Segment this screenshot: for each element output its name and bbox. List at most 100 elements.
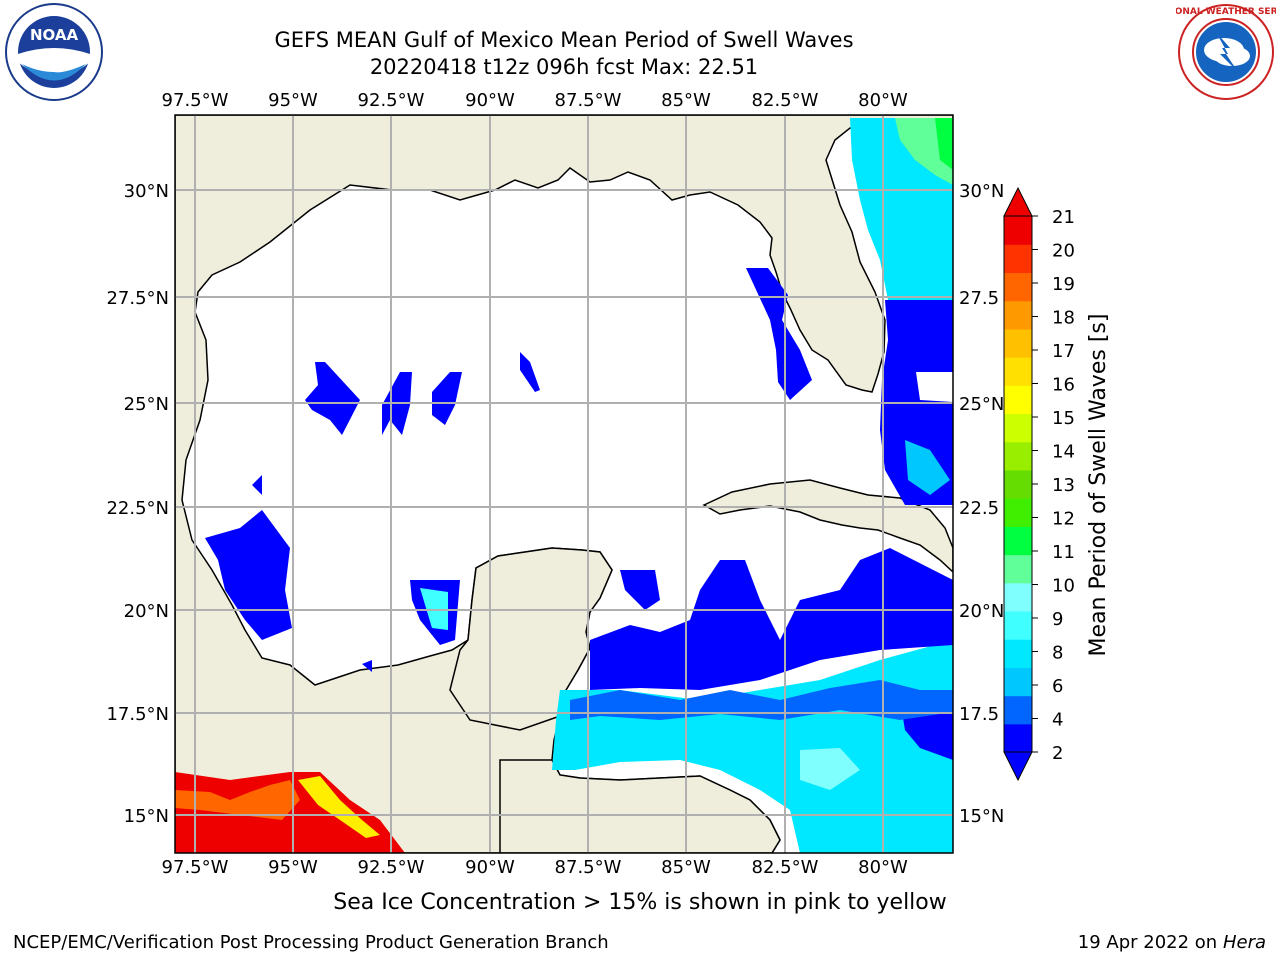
map-gridlines xyxy=(175,115,953,853)
colorbar-tick-label: 17 xyxy=(1052,341,1075,362)
colorbar-min-extend xyxy=(1003,751,1033,782)
atlantic-bright-green xyxy=(935,118,953,170)
colorbar-swatch xyxy=(1004,300,1032,330)
colorbar-label: Mean Period of Swell Waves [s] xyxy=(1086,314,1111,657)
colorbar-tick-label: 14 xyxy=(1052,442,1075,463)
pacific-orange-region xyxy=(175,780,300,820)
lat-label-right: 17.5 xyxy=(959,704,999,725)
colorbar-swatch xyxy=(1004,385,1032,415)
lon-label-top: 95°W xyxy=(268,90,318,111)
pacific-yellow-region xyxy=(298,776,380,838)
gulf-patch-small-1 xyxy=(252,475,262,495)
colorbar-tick-label: 10 xyxy=(1052,576,1075,597)
footer-credit: NCEP/EMC/Verification Post Processing Pr… xyxy=(13,932,609,953)
colorbar-swatch xyxy=(1004,667,1032,697)
colorbar-tick-label: 18 xyxy=(1052,308,1075,329)
colorbar-swatch xyxy=(1004,723,1032,753)
gulf-patch-west xyxy=(205,510,292,640)
map-axis-labels: 97.5°W 97.5°W 95°W 95°W 92.5°W 92.5°W 90°W 90°W… xyxy=(106,90,1004,878)
colorbar-swatch xyxy=(1004,328,1032,358)
lat-label-left: 20°N xyxy=(124,601,169,622)
colorbar-tick-label: 11 xyxy=(1052,542,1075,563)
colorbar-tick-label: 13 xyxy=(1052,475,1075,496)
colorbar: 21 20 19 18 17 16 15 14 13 12 11 10 9 8 6 4 2 xyxy=(1003,186,1075,782)
colorbar-tick-label: 16 xyxy=(1052,375,1075,396)
pacific-red-region xyxy=(175,772,405,853)
gulf-patch-central-1 xyxy=(305,362,360,435)
colorbar-swatch xyxy=(1004,413,1032,443)
lon-label-bottom: 97.5°W xyxy=(162,857,229,878)
nws-logo: NATIONAL WEATHER SERVICE xyxy=(1176,4,1276,100)
lon-label-top: 87.5°W xyxy=(555,90,622,111)
lat-label-left: 22.5°N xyxy=(106,498,169,519)
lat-label-right: 30°N xyxy=(959,181,1004,202)
colorbar-swatch xyxy=(1004,357,1032,386)
lat-label-left: 27.5°N xyxy=(106,288,169,309)
lon-label-top: 82.5°W xyxy=(752,90,819,111)
lon-label-bottom: 80°W xyxy=(858,857,908,878)
lon-label-bottom: 87.5°W xyxy=(555,857,622,878)
lon-label-bottom: 95°W xyxy=(268,857,318,878)
colorbar-swatch xyxy=(1004,216,1032,245)
lon-label-bottom: 92.5°W xyxy=(358,857,425,878)
atlantic-cyan-inner xyxy=(905,440,950,495)
colorbar-max-extend xyxy=(1003,186,1033,217)
lon-label-bottom: 90°W xyxy=(465,857,515,878)
lat-label-right: 25°N xyxy=(959,394,1004,415)
colorbar-swatch xyxy=(1004,469,1032,499)
atlantic-white-gap xyxy=(916,372,953,402)
colorbar-tick-label: 21 xyxy=(1052,207,1075,228)
lat-label-left: 17.5°N xyxy=(106,704,169,725)
colorbar-tick-label: 20 xyxy=(1052,241,1075,262)
footer-date: 19 Apr 2022 on Hera xyxy=(1078,932,1266,953)
lat-label-right: 27.5 xyxy=(959,288,999,309)
nws-logo-text: NATIONAL WEATHER SERVICE xyxy=(1176,7,1276,17)
lat-label-right: 20°N xyxy=(959,601,1004,622)
lat-label-left: 15°N xyxy=(124,806,169,827)
colorbar-swatch xyxy=(1004,526,1032,556)
colorbar-swatch xyxy=(1004,610,1032,640)
chart-title: GEFS MEAN Gulf of Mexico Mean Period of … xyxy=(274,28,854,52)
lat-label-left: 25°N xyxy=(124,394,169,415)
sea-ice-note: Sea Ice Concentration > 15% is shown in … xyxy=(333,890,947,915)
colorbar-swatch xyxy=(1004,582,1032,612)
colorbar-swatch xyxy=(1004,639,1032,668)
colorbar-tick-label: 12 xyxy=(1052,509,1075,530)
lat-label-left: 30°N xyxy=(124,181,169,202)
lon-label-top: 90°W xyxy=(465,90,515,111)
lon-label-bottom: 82.5°W xyxy=(752,857,819,878)
gulf-patch-florida-west xyxy=(746,268,812,400)
lon-label-top: 97.5°W xyxy=(162,90,229,111)
colorbar-swatch xyxy=(1004,441,1032,471)
caribbean-mid-blue-band xyxy=(570,680,953,720)
colorbar-swatch xyxy=(1004,695,1032,725)
land-central-america xyxy=(499,759,781,853)
map-figure: 97.5°W 97.5°W 95°W 95°W 92.5°W 92.5°W 90°W 90°W… xyxy=(106,90,1111,878)
map-plot-area xyxy=(175,115,953,853)
colorbar-swatch xyxy=(1004,244,1032,274)
colorbar-swatch xyxy=(1004,554,1032,584)
colorbar-tick-label: 4 xyxy=(1052,710,1063,731)
lat-label-right: 15°N xyxy=(959,806,1004,827)
lon-label-top: 92.5°W xyxy=(358,90,425,111)
colorbar-tick-label: 19 xyxy=(1052,274,1075,295)
lon-label-top: 85°W xyxy=(661,90,711,111)
footer-date-text: 19 Apr 2022 on xyxy=(1077,932,1223,953)
gulf-patch-central-3 xyxy=(432,372,462,425)
colorbar-tick-label: 15 xyxy=(1052,408,1075,429)
colorbar-tick-label: 2 xyxy=(1052,743,1063,764)
map-frame xyxy=(174,114,954,854)
caribbean-light-cyan-spots xyxy=(800,748,860,790)
noaa-logo-text: NOAA xyxy=(30,26,79,44)
noaa-logo: NOAA xyxy=(5,3,103,101)
gulf-patch-small-2 xyxy=(362,660,372,672)
footer-host: Hera xyxy=(1222,932,1266,953)
colorbar-swatch xyxy=(1004,272,1032,302)
colorbar-tick-label: 6 xyxy=(1052,676,1063,697)
chart-subtitle: 20220418 t12z 096h fcst Max: 22.51 xyxy=(369,55,759,79)
caribbean-blue-field xyxy=(590,548,953,690)
lat-label-right: 22.5 xyxy=(959,498,999,519)
lon-label-top: 80°W xyxy=(858,90,908,111)
gulf-patch-central-4 xyxy=(520,352,540,392)
colorbar-swatch xyxy=(1004,498,1032,527)
